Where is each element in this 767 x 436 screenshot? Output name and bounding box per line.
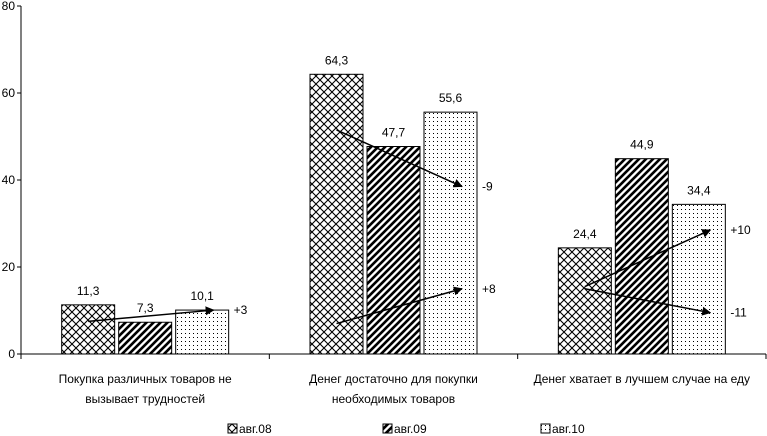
legend-swatch [540,423,551,434]
y-tick-label: 40 [2,173,16,187]
bars [61,73,726,355]
category-labels: Покупка различных товаров не вызывает тру… [59,372,750,406]
change-label: +3 [234,303,248,317]
data-label: 10,1 [190,289,214,303]
category-label: Покупка различных товаров не [59,372,232,386]
bar [671,203,726,355]
change-arrow [336,129,463,188]
category-label: вызывает трудностей [85,392,205,406]
bar [614,158,669,355]
legend-swatch [382,423,393,434]
legend-label: авг.09 [394,422,427,436]
bar [366,146,421,355]
category-label: Денег хватает в лучшем случае на еду [534,372,750,386]
category-label: Денег достаточно для покупки [309,372,478,386]
data-label: 24,4 [573,227,597,241]
legend-label: авг.10 [552,422,585,436]
data-label: 44,9 [630,138,654,152]
bar [175,309,230,355]
data-label: 64,3 [325,53,349,67]
change-arrows: +3 -9 +8 +10 -11 [88,129,751,325]
bar [557,247,612,355]
change-arrow [584,288,712,316]
y-tick-label: 20 [2,260,16,274]
data-label: 47,7 [382,126,406,140]
y-tick-label: 60 [2,86,16,100]
bar [118,321,173,355]
bar [309,73,364,355]
bar [423,111,478,355]
legend-label: авг.08 [239,422,272,436]
y-tick-label: 80 [2,0,16,13]
legend-swatch [227,423,238,434]
data-label: 7,3 [137,301,154,315]
change-label: +8 [482,282,496,296]
change-label: +10 [730,223,751,237]
change-label: -11 [730,306,747,320]
bar [61,304,116,355]
category-label: необходимых товаров [332,392,455,406]
legend: авг.08 авг.09 авг.10 [227,422,585,436]
change-arrow [584,229,712,288]
change-arrow [88,306,215,323]
change-arrow [336,286,463,325]
data-label: 34,4 [687,183,711,197]
data-label: 11,3 [77,284,100,298]
y-tick-label: 0 [8,347,15,361]
data-labels: 11,3 64,3 24,4 7,3 47,7 44,9 10,1 55,6 34,4 [77,53,711,315]
data-label: 55,6 [439,91,463,105]
change-label: -9 [482,180,493,194]
